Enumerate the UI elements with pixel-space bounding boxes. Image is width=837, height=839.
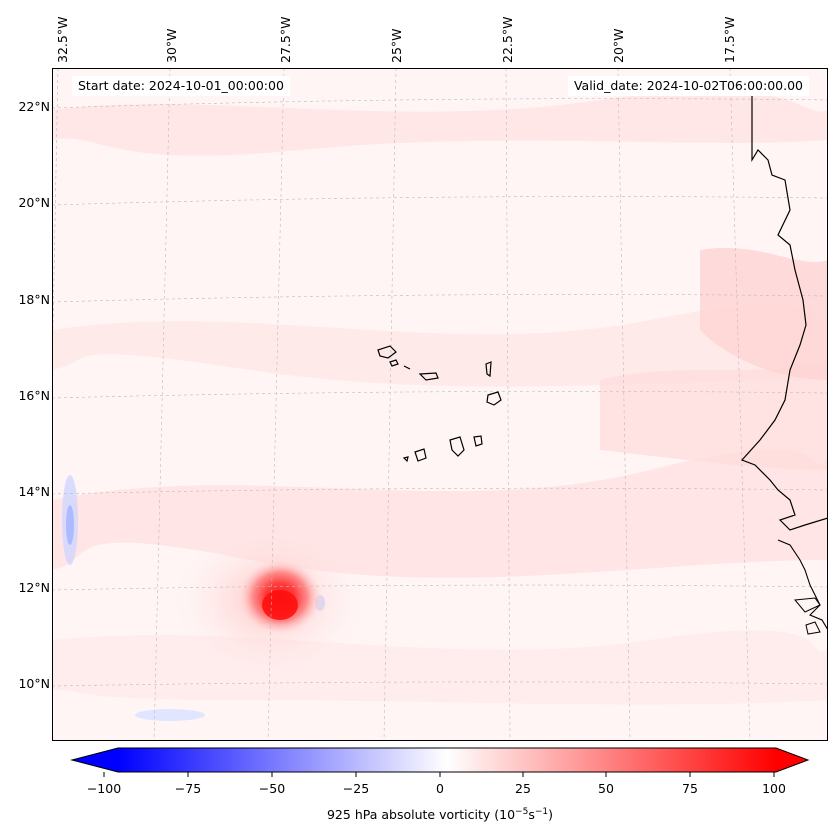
longitude-gridline <box>617 68 631 741</box>
valid-date-label: Valid_date: 2024-10-02T06:00:00.00 <box>567 76 809 96</box>
african-coastline <box>740 95 828 531</box>
longitude-gridline <box>153 68 171 741</box>
island-brava <box>402 456 409 463</box>
colorbar-tick-label: 50 <box>598 781 614 796</box>
lon-label: 17.5°W <box>722 16 737 63</box>
colorbar-min-extend <box>72 748 118 772</box>
longitude-gridline <box>383 68 397 741</box>
vorticity-field <box>52 68 828 741</box>
colorbar-tick-label: 75 <box>682 781 698 796</box>
lat-label: 10°N <box>18 676 50 691</box>
vorticity-band <box>52 304 828 387</box>
longitude-gridline <box>729 68 751 741</box>
latitude-gridline <box>52 294 828 303</box>
island-boa-vista <box>486 391 502 406</box>
colorbar-tick-label: 0 <box>436 781 444 796</box>
lat-label: 14°N <box>18 484 50 499</box>
latitude-gridline <box>52 391 828 399</box>
colorbar-label: 925 hPa absolute vorticity (10−5s−1) <box>326 807 553 823</box>
lon-label: 30°W <box>164 28 179 63</box>
longitude-gridline <box>505 68 511 741</box>
lat-label: 12°N <box>18 580 50 595</box>
island-maio <box>473 435 483 447</box>
colorbar-ticks <box>103 772 775 777</box>
lat-label: 18°N <box>18 292 50 307</box>
colorbar-tick-label: −100 <box>86 781 122 796</box>
colorbar <box>70 747 810 777</box>
colorbar-max-extend <box>776 748 808 772</box>
island-sao-vicente <box>389 359 399 367</box>
island-santiago <box>449 436 465 457</box>
colorbar-outline <box>70 747 810 773</box>
cabo-verde-islands <box>377 345 502 463</box>
latitude-gridline <box>52 98 828 109</box>
colorbar-tick-label: 100 <box>762 781 786 796</box>
negative-vorticity-patch <box>66 505 74 545</box>
island-fogo <box>414 448 427 462</box>
lon-label: 22.5°W <box>500 16 515 63</box>
lon-label: 27.5°W <box>278 16 293 63</box>
longitude-gridline <box>267 68 285 741</box>
lat-label: 20°N <box>18 195 50 210</box>
lon-label: 20°W <box>611 28 626 63</box>
vorticity-band <box>600 360 828 470</box>
colorbar-tick-label: −75 <box>174 781 202 796</box>
latitude-gridline <box>52 487 828 495</box>
colorbar-tick-label: −25 <box>342 781 370 796</box>
lat-label: 22°N <box>18 99 50 114</box>
start-date-label: Start date: 2024-10-01_00:00:00 <box>72 76 290 96</box>
lon-label: 32.5°W <box>55 16 70 63</box>
coastline-islands <box>777 539 828 631</box>
vortex-maximum <box>262 590 298 620</box>
lat-label: 16°N <box>18 388 50 403</box>
negative-vorticity-patch <box>135 709 205 721</box>
island-santo-antao <box>377 345 397 359</box>
island-outline <box>794 597 821 613</box>
island-sal <box>485 361 492 378</box>
vorticity-band <box>700 247 828 380</box>
latitude-gridline <box>52 681 828 687</box>
colorbar-tick-label: 25 <box>515 781 531 796</box>
latitude-gridline <box>52 196 828 206</box>
island-santa-luzia <box>403 365 411 370</box>
island-sao-nicolau <box>418 372 439 381</box>
graticule <box>52 68 828 741</box>
latitude-gridline <box>52 584 828 591</box>
colorbar-body <box>118 748 776 772</box>
colorbar-tick-label: −50 <box>258 781 286 796</box>
vorticity-band <box>52 90 828 156</box>
lon-label: 25°W <box>389 28 404 63</box>
island-outline <box>805 621 821 635</box>
